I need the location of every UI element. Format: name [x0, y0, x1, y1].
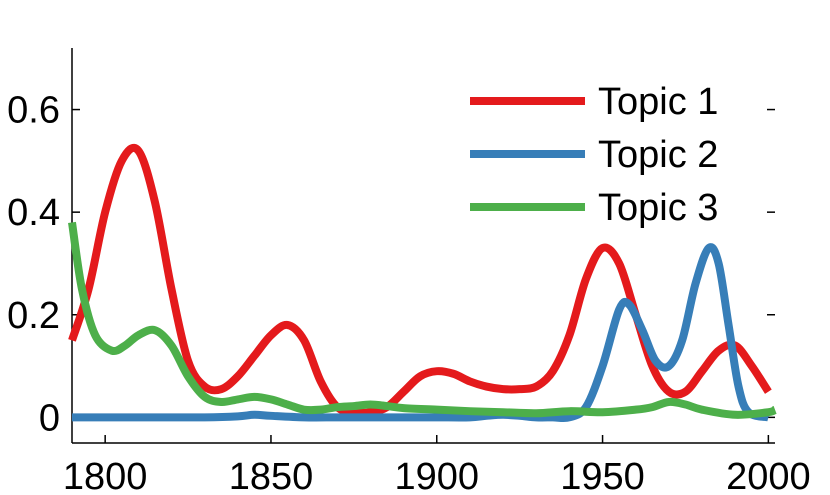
legend-label-topic-1: Topic 1 — [598, 81, 718, 123]
series-line-topic-1 — [68, 143, 772, 417]
y-tick-label: 0.4 — [7, 192, 60, 234]
x-tick-label: 1900 — [394, 456, 479, 495]
series-line-topic-2 — [72, 243, 770, 423]
y-tick-label: 0.2 — [7, 295, 60, 337]
legend-label-topic-3: Topic 3 — [598, 187, 718, 229]
x-tick-label: 1850 — [229, 456, 314, 495]
series-lines — [68, 143, 778, 423]
axes: 1800 1850 1900 1950 2000 0 0.2 0.4 0.6 — [7, 48, 811, 495]
legend: Topic 1 Topic 2 Topic 3 — [470, 81, 718, 229]
x-tick-label: 1800 — [63, 456, 148, 495]
y-tick-label: 0.6 — [7, 90, 60, 132]
legend-label-topic-2: Topic 2 — [598, 134, 718, 176]
x-tick-label: 2000 — [726, 456, 811, 495]
y-tick-label: 0 — [39, 397, 60, 439]
x-tick-label: 1950 — [560, 456, 645, 495]
series-line-topic-3 — [68, 221, 778, 419]
